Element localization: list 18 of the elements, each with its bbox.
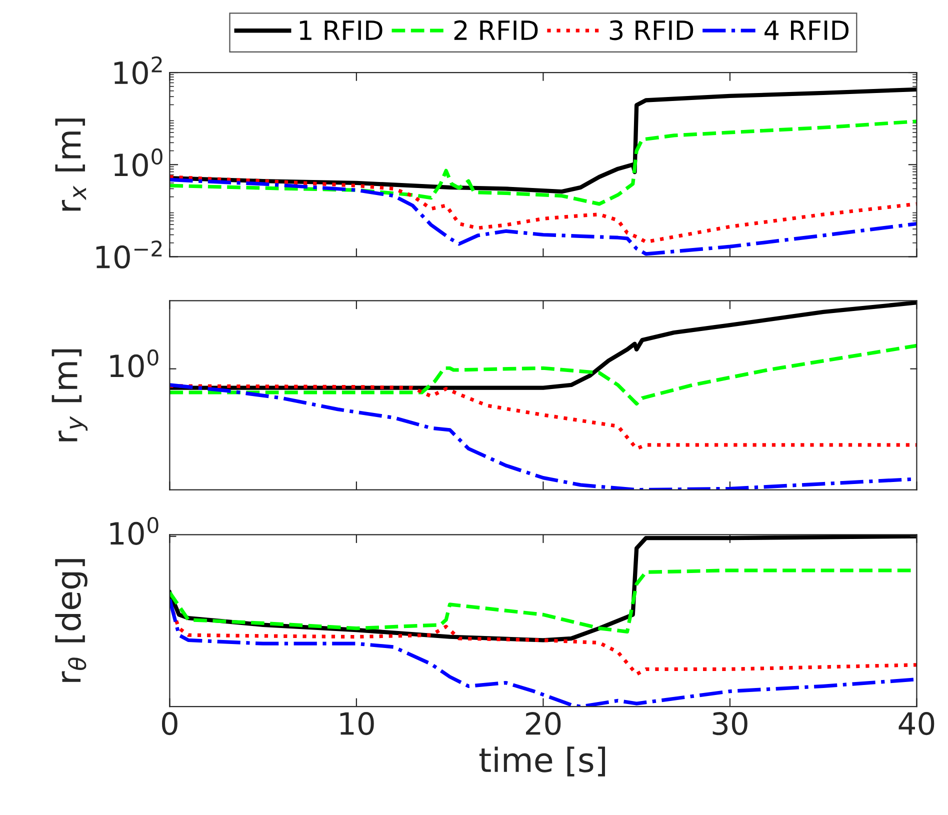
- y-axis-title: r$_{y}$ [m]: [52, 349, 88, 442]
- y-tick-label: 10$^{−2}$: [96, 240, 162, 269]
- line-series: [170, 120, 917, 206]
- y-axis-title: r$_{θ}$ [deg]: [55, 559, 88, 682]
- legend-label: 2 RFID: [454, 20, 538, 40]
- y-axis-title: r$_{x}$ [m]: [55, 118, 86, 211]
- x-tick-label: 10: [340, 712, 374, 736]
- legend-label: 4 RFID: [764, 20, 848, 40]
- line-series: [170, 175, 917, 244]
- x-tick-label: 40: [898, 712, 934, 736]
- x-tick-label: 20: [526, 712, 561, 736]
- x-tick-label: 30: [712, 712, 748, 736]
- legend-label: 3 RFID: [610, 20, 694, 40]
- x-axis-title: time [s]: [479, 746, 605, 776]
- y-tick-label: 10$^{2}$: [114, 56, 162, 84]
- legend-label: 1 RFID: [300, 20, 382, 40]
- x-tick-label: 0: [162, 712, 178, 736]
- y-tick-label: 10$^{0}$: [114, 148, 162, 176]
